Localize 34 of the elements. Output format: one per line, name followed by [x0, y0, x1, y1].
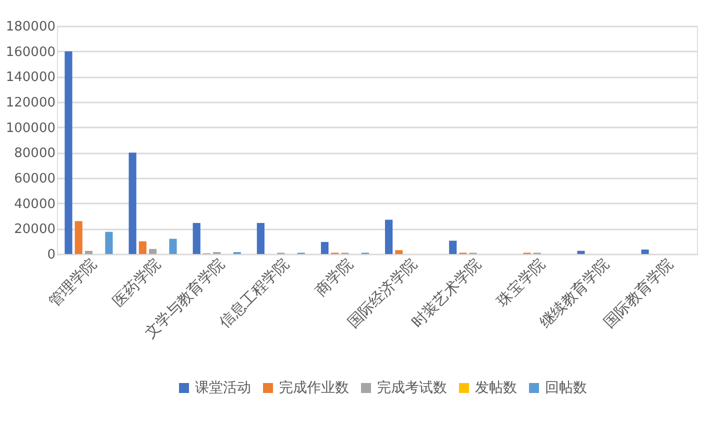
legend-label: 完成作业数 [279, 380, 349, 396]
legend-label: 回帖数 [545, 380, 587, 396]
bar [577, 250, 585, 254]
y-tick-label: 160000 [6, 44, 56, 60]
bar [138, 241, 146, 254]
bar [128, 152, 136, 254]
bar [256, 222, 264, 254]
x-tick-label: 商学院 [312, 255, 356, 300]
legend-label: 发帖数 [475, 380, 517, 396]
bar [320, 242, 329, 254]
bar [169, 238, 177, 254]
y-tick-label: 100000 [6, 120, 56, 136]
y-tick-label: 0 [47, 248, 56, 262]
y-tick-label: 120000 [6, 96, 56, 110]
x-tick-label: 医药学院 [108, 255, 164, 310]
bar [395, 250, 403, 254]
bar [641, 250, 649, 254]
bar [148, 248, 157, 254]
legend-label: 课堂活动 [195, 380, 251, 396]
bar [385, 220, 393, 254]
x-tick-label: 珠宝学院 [493, 255, 548, 310]
y-tick-label: 80000 [14, 146, 56, 162]
y-tick-label: 40000 [14, 196, 56, 212]
bar [64, 51, 72, 254]
bar [449, 240, 457, 254]
y-tick-label: 20000 [14, 222, 56, 238]
bar [192, 222, 200, 254]
bar [105, 232, 113, 254]
y-tick-label: 60000 [14, 172, 56, 186]
bar [84, 250, 93, 254]
y-tick-label: 180000 [6, 20, 56, 34]
bar [74, 221, 82, 254]
y-tick-label: 140000 [6, 70, 56, 86]
legend-label: 完成考试数 [377, 380, 447, 396]
